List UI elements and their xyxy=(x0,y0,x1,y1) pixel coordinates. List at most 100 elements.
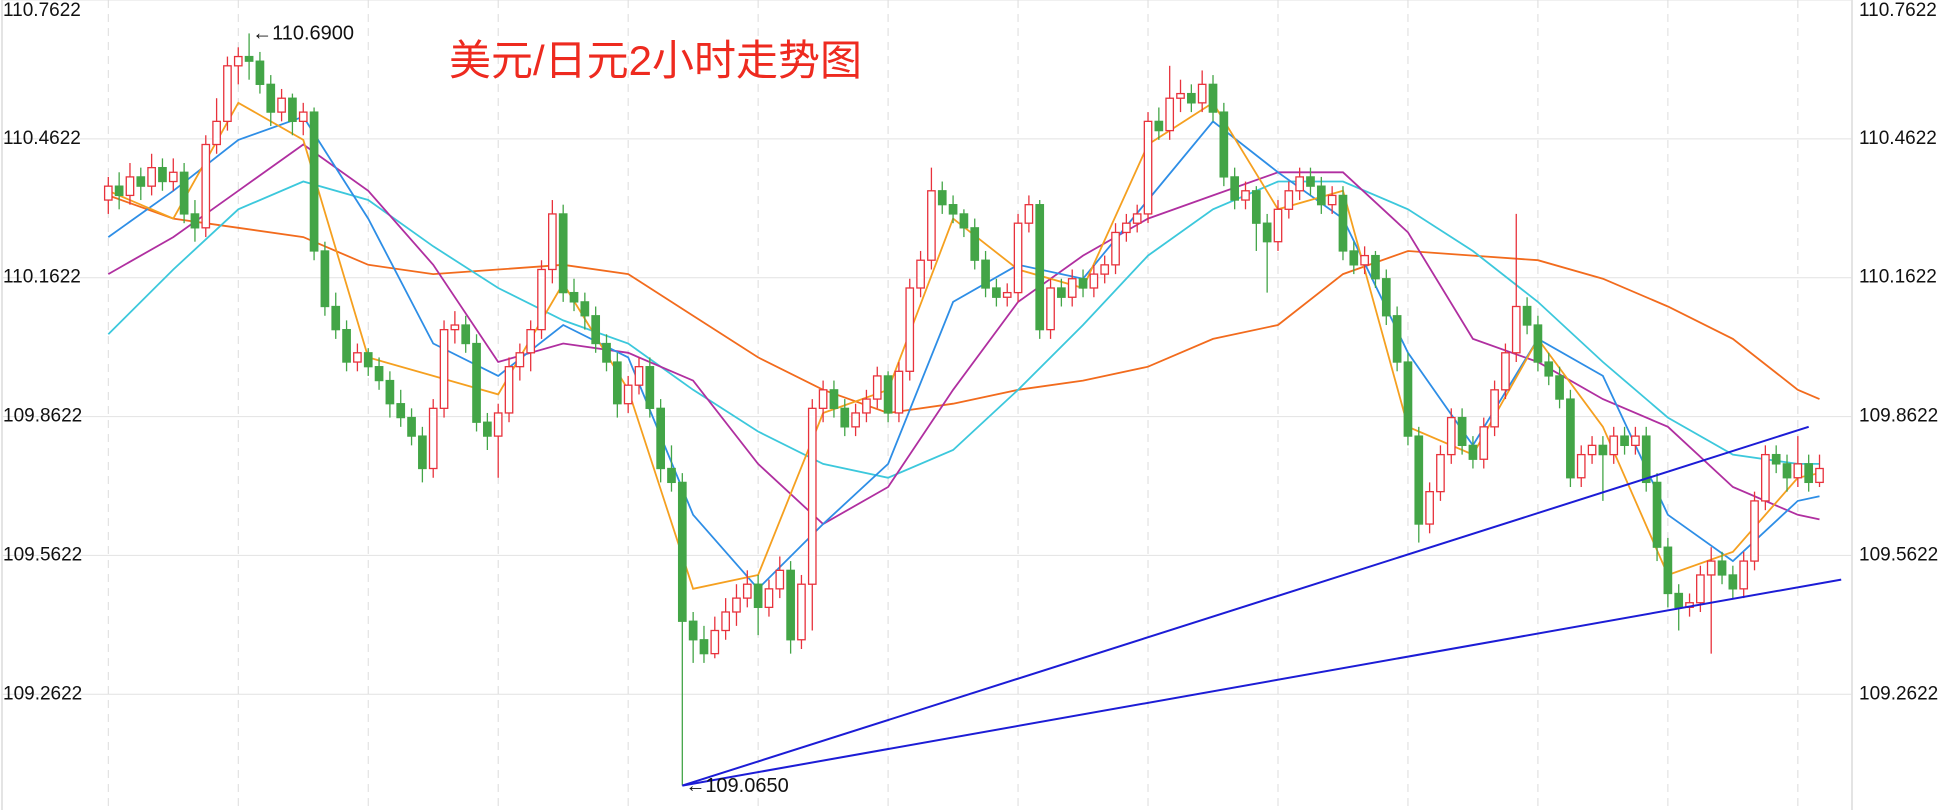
y2-tick-label: 110.7622 xyxy=(1859,0,1937,21)
candle-body xyxy=(1468,444,1478,460)
candle-body xyxy=(1598,444,1608,456)
candle-body xyxy=(742,583,752,599)
candle-body xyxy=(948,204,958,215)
candle-body xyxy=(1349,250,1359,266)
candle-body xyxy=(602,342,611,363)
candle-body xyxy=(1479,426,1489,460)
candle-body xyxy=(1262,222,1272,243)
candle-body xyxy=(829,389,839,409)
candle-body xyxy=(1815,467,1824,484)
candle-body xyxy=(1100,264,1110,275)
candle-body xyxy=(1674,592,1684,609)
candle-body xyxy=(1208,83,1218,113)
y2-tick-label: 109.5622 xyxy=(1859,544,1938,565)
candle-body xyxy=(1230,176,1240,201)
candle-body xyxy=(1360,254,1369,266)
candle-body xyxy=(677,481,687,622)
candle-body xyxy=(515,352,525,368)
candle-body xyxy=(1186,92,1196,104)
candle-body xyxy=(1132,213,1142,224)
candle-body xyxy=(1002,291,1012,298)
candle-body xyxy=(1511,305,1521,354)
y2-tick-label: 109.2622 xyxy=(1859,683,1938,704)
candle-body xyxy=(374,366,384,382)
candle-body xyxy=(1544,361,1554,377)
labels: 109.2622 109.2622 109.5622 109.5622 109.8622… xyxy=(3,0,1938,797)
candle-body xyxy=(992,287,1001,298)
candle-body xyxy=(1392,315,1402,363)
candle-body xyxy=(710,629,720,655)
candle-body xyxy=(1284,190,1294,210)
candle-body xyxy=(1306,176,1315,187)
candle-body xyxy=(353,352,362,363)
candle-body xyxy=(851,412,860,428)
candle-body xyxy=(732,597,741,613)
candle-body xyxy=(439,328,449,409)
candle-body xyxy=(818,389,828,409)
candle-body xyxy=(1316,185,1326,206)
annotation: ←109.0650 xyxy=(685,775,788,797)
candle-body xyxy=(1652,481,1662,548)
y2-tick-label: 109.8622 xyxy=(1859,406,1938,427)
candle-body xyxy=(450,324,460,331)
candle-body xyxy=(1750,500,1759,562)
candle-body xyxy=(1761,453,1770,502)
candle-body xyxy=(548,213,557,271)
candle-body xyxy=(1371,254,1380,280)
candle-body xyxy=(1793,463,1803,479)
candle-body xyxy=(158,166,167,183)
candle-body xyxy=(656,407,666,470)
candle-body xyxy=(558,213,568,294)
candle-body xyxy=(1403,361,1413,437)
candle-body xyxy=(1501,352,1510,391)
candle-body xyxy=(645,366,655,409)
candle-body xyxy=(1609,435,1619,456)
candle-body xyxy=(1013,222,1023,294)
candle-body xyxy=(1436,453,1445,493)
candle-body xyxy=(1587,444,1597,456)
candle-body xyxy=(320,250,330,308)
candle-body xyxy=(504,366,514,414)
y-tick-label: 109.8622 xyxy=(3,406,82,427)
trend-line xyxy=(681,425,1810,787)
candle-body xyxy=(894,370,904,414)
candle-body xyxy=(1067,278,1077,298)
candle-body xyxy=(1663,546,1673,595)
candle-body xyxy=(1533,324,1543,363)
candle-body xyxy=(1739,560,1749,590)
candle-body xyxy=(970,227,980,261)
candle-body xyxy=(981,259,990,289)
candle-body xyxy=(1414,435,1424,525)
y-tick-label: 110.1622 xyxy=(3,267,81,288)
candle-body xyxy=(1111,231,1120,266)
candle-body xyxy=(1035,204,1045,331)
candle-body xyxy=(168,171,178,183)
y-tick-label: 110.7622 xyxy=(3,0,81,21)
candle-body xyxy=(1728,574,1738,590)
candle-body xyxy=(623,384,633,405)
candle-body xyxy=(1522,305,1532,326)
candle-body xyxy=(244,55,254,62)
candle-body xyxy=(937,190,947,206)
candle-body xyxy=(147,166,156,187)
candle-body xyxy=(1219,111,1229,178)
candle-body xyxy=(1782,463,1792,479)
candle-body xyxy=(862,398,871,414)
candle-body xyxy=(1176,92,1185,99)
candle-body xyxy=(1641,435,1651,484)
candle-body xyxy=(1122,222,1131,234)
y2-tick-label: 110.1622 xyxy=(1859,267,1937,288)
candle-body xyxy=(179,171,189,215)
candle-body xyxy=(1425,490,1434,525)
trend-line xyxy=(682,578,1842,787)
candle-body xyxy=(1273,208,1283,243)
y2-tick-label: 110.4622 xyxy=(1859,128,1937,149)
candle-body xyxy=(753,583,763,609)
grid xyxy=(2,0,1852,810)
candle-body xyxy=(298,111,308,123)
candle-body xyxy=(125,176,135,197)
candle-body xyxy=(1251,190,1261,224)
